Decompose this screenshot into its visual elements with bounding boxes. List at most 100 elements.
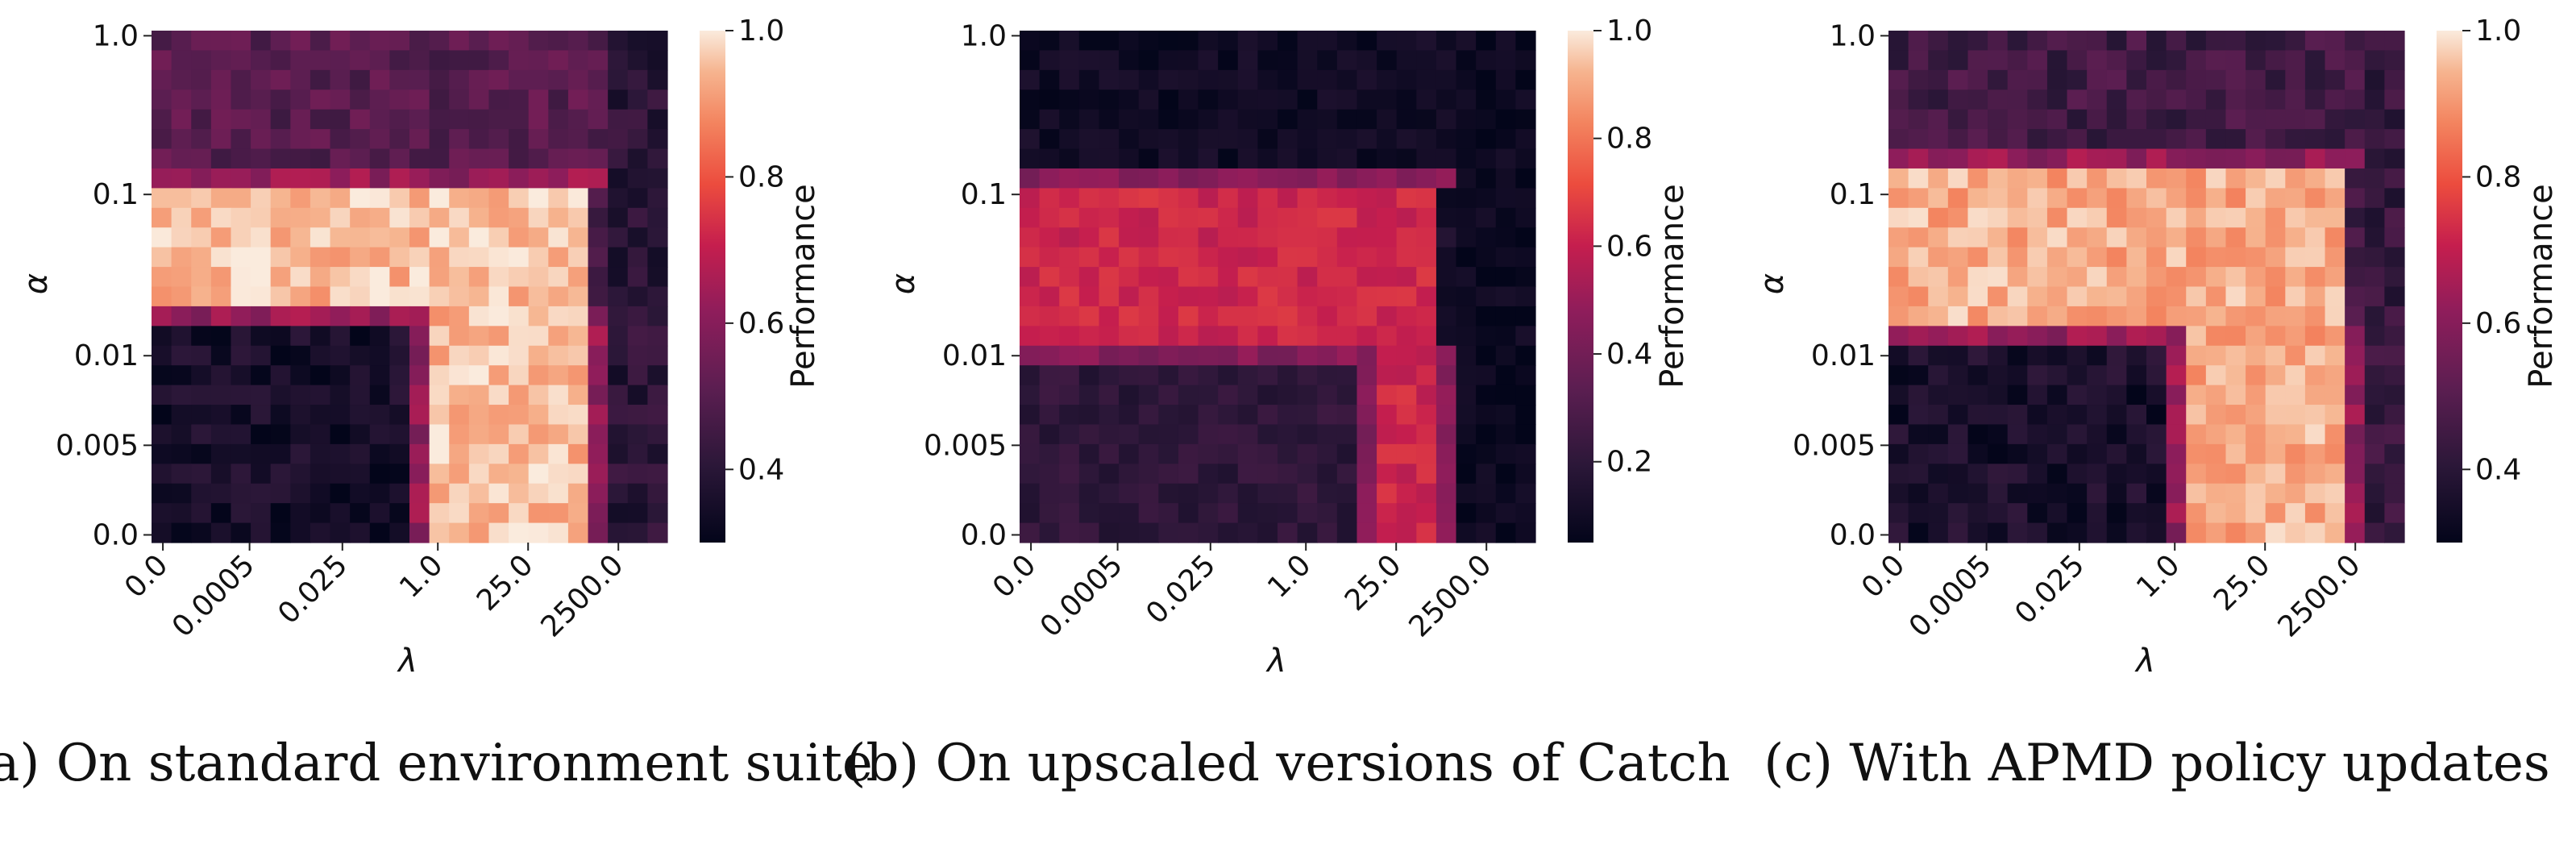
heatmap-cell bbox=[330, 306, 351, 327]
heatmap-cell bbox=[2304, 306, 2326, 327]
heatmap-cell bbox=[647, 247, 668, 268]
heatmap-cell bbox=[191, 306, 212, 327]
heatmap-cell bbox=[2087, 464, 2108, 485]
heatmap-cell bbox=[1237, 168, 1258, 189]
heatmap-cell bbox=[2106, 188, 2127, 209]
heatmap-cell bbox=[231, 385, 251, 406]
heatmap-cell bbox=[2225, 227, 2246, 248]
heatmap-cell bbox=[2067, 188, 2088, 209]
heatmap-cell bbox=[210, 247, 232, 268]
heatmap-cell bbox=[1416, 424, 1437, 445]
heatmap-cell bbox=[2325, 443, 2345, 464]
heatmap-cell bbox=[1456, 207, 1477, 228]
heatmap-cell bbox=[2186, 405, 2207, 426]
heatmap-cell bbox=[330, 345, 351, 366]
heatmap-cell bbox=[1888, 207, 1909, 228]
heatmap-cell bbox=[449, 443, 470, 464]
heatmap-cell bbox=[2087, 326, 2108, 347]
heatmap-cell bbox=[2265, 227, 2286, 248]
heatmap-cell bbox=[2265, 503, 2286, 524]
heatmap-cell bbox=[1495, 365, 1516, 386]
heatmap-cell bbox=[2345, 109, 2366, 130]
heatmap-cell bbox=[1515, 227, 1536, 248]
heatmap-cell bbox=[1476, 89, 1497, 110]
heatmap-cell bbox=[2205, 247, 2227, 268]
heatmap-cell bbox=[152, 503, 172, 524]
heatmap-cell bbox=[1237, 207, 1258, 228]
heatmap-cell bbox=[1039, 227, 1060, 248]
heatmap-cell bbox=[468, 326, 490, 347]
heatmap-cell bbox=[350, 50, 371, 71]
heatmap-cell bbox=[627, 188, 648, 209]
heatmap-cell bbox=[1039, 50, 1060, 71]
heatmap-cell bbox=[1020, 522, 1041, 543]
heatmap-cell bbox=[1908, 168, 1929, 189]
heatmap-cell bbox=[1039, 503, 1060, 524]
heatmap-cell bbox=[1928, 69, 1949, 90]
heatmap-cell bbox=[191, 50, 212, 71]
heatmap-cell bbox=[2325, 503, 2345, 524]
heatmap-cell bbox=[1158, 89, 1179, 110]
heatmap-cell bbox=[350, 365, 371, 386]
heatmap-cell bbox=[509, 50, 530, 71]
heatmap-cell bbox=[1278, 50, 1298, 71]
heatmap-cell bbox=[191, 31, 212, 52]
heatmap-cell bbox=[627, 365, 648, 386]
heatmap-cell bbox=[2027, 385, 2048, 406]
heatmap-cell bbox=[2126, 109, 2147, 130]
heatmap-cell bbox=[2087, 69, 2108, 90]
heatmap-cell bbox=[509, 247, 530, 268]
heatmap-cell bbox=[1947, 227, 1969, 248]
heatmap-cell bbox=[627, 286, 648, 307]
heatmap-cell bbox=[1237, 326, 1258, 347]
heatmap-cell bbox=[310, 503, 331, 524]
heatmap-cell bbox=[2087, 50, 2108, 71]
heatmap-cell bbox=[1515, 306, 1536, 327]
heatmap-cell bbox=[369, 483, 390, 504]
heatmap-cell bbox=[528, 464, 549, 485]
heatmap-cell bbox=[647, 306, 668, 327]
heatmap-cell bbox=[1515, 31, 1536, 52]
heatmap-cell bbox=[409, 286, 430, 307]
heatmap-cell bbox=[1396, 109, 1417, 130]
heatmap-cell bbox=[191, 443, 212, 464]
heatmap-cell bbox=[171, 247, 192, 268]
heatmap-cell bbox=[608, 443, 629, 464]
heatmap-cell bbox=[350, 464, 371, 485]
heatmap-cell bbox=[251, 306, 272, 327]
heatmap-cell bbox=[1119, 385, 1140, 406]
heatmap-cell bbox=[251, 483, 272, 504]
heatmap-cell bbox=[1317, 247, 1338, 268]
heatmap-cell bbox=[1099, 503, 1120, 524]
heatmap-cell bbox=[1078, 443, 1100, 464]
heatmap-cell bbox=[2364, 464, 2385, 485]
heatmap-cell bbox=[2304, 405, 2326, 426]
heatmap-cell bbox=[1908, 286, 1929, 307]
heatmap-cell bbox=[2186, 345, 2207, 366]
heatmap-cell bbox=[1336, 227, 1358, 248]
heatmap-cell bbox=[1198, 188, 1219, 209]
heatmap-cell bbox=[1297, 365, 1318, 386]
heatmap-cell bbox=[171, 188, 192, 209]
heatmap-cell bbox=[2146, 89, 2167, 110]
y-tick-label: 0.1 bbox=[1830, 178, 1876, 211]
heatmap-cell bbox=[1158, 227, 1179, 248]
heatmap-cell bbox=[1119, 31, 1140, 52]
heatmap-cell bbox=[1377, 464, 1398, 485]
heatmap-cell bbox=[171, 503, 192, 524]
heatmap-cell bbox=[1138, 207, 1159, 228]
heatmap-cell bbox=[1158, 207, 1179, 228]
heatmap-cell bbox=[567, 89, 589, 110]
heatmap-cell bbox=[1988, 69, 2009, 90]
heatmap-cell bbox=[2106, 129, 2127, 150]
heatmap-cell bbox=[251, 503, 272, 524]
heatmap-cell bbox=[1456, 443, 1477, 464]
heatmap-cell bbox=[2384, 267, 2405, 288]
heatmap-cell bbox=[2345, 31, 2366, 52]
heatmap-cell bbox=[290, 89, 311, 110]
heatmap-cell bbox=[2126, 503, 2147, 524]
heatmap-cell bbox=[528, 483, 549, 504]
heatmap-cell bbox=[1178, 50, 1199, 71]
heatmap-cell bbox=[2067, 326, 2088, 347]
heatmap-cell bbox=[1967, 424, 1988, 445]
